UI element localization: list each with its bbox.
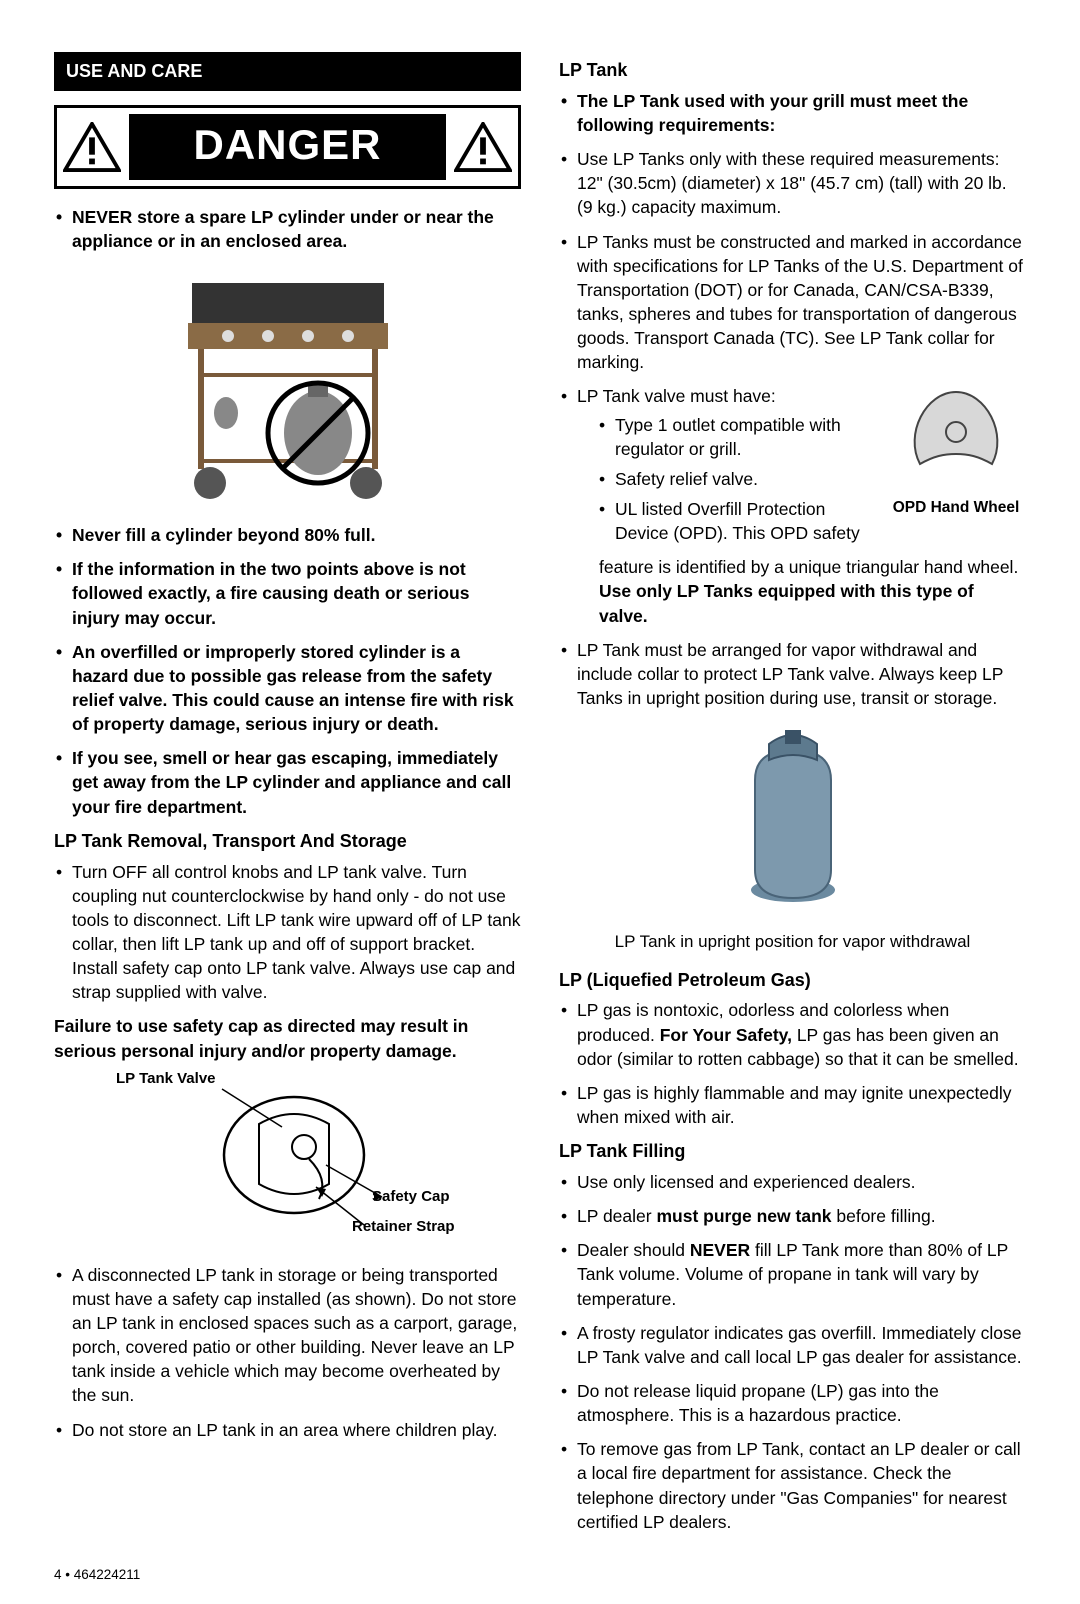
req-bullet: LP Tanks must be constructed and marked … bbox=[559, 230, 1026, 375]
strap-label: Retainer Strap bbox=[352, 1217, 455, 1238]
danger-bullet: Never fill a cylinder beyond 80% full. bbox=[54, 523, 521, 547]
right-column: LP Tank The LP Tank used with your grill… bbox=[559, 52, 1026, 1544]
left-column: USE AND CARE DANGER NEVER store a spare … bbox=[54, 52, 521, 1544]
valve-sub: UL listed Overfill Protection Device (OP… bbox=[599, 497, 872, 545]
danger-label: DANGER bbox=[129, 114, 446, 180]
danger-bullet: If you see, smell or hear gas escaping, … bbox=[54, 746, 521, 818]
danger-banner: DANGER bbox=[54, 105, 521, 189]
fill-bullet: Do not release liquid propane (LP) gas i… bbox=[559, 1379, 1026, 1427]
cap-label: Safety Cap bbox=[372, 1187, 450, 1208]
section-title: USE AND CARE bbox=[54, 52, 521, 91]
valve-intro: LP Tank valve must have: Type 1 outlet c… bbox=[559, 384, 1026, 627]
valve-sub: Type 1 outlet compatible with regulator … bbox=[599, 413, 872, 461]
valve-intro-text: LP Tank valve must have: bbox=[577, 386, 776, 406]
lpg-bullet: LP gas is nontoxic, odorless and colorle… bbox=[559, 998, 1026, 1070]
grill-no-tank-figure bbox=[54, 263, 521, 509]
page-footer: 4 • 464224211 bbox=[54, 1566, 1026, 1585]
fill-bullet: To remove gas from LP Tank, contact an L… bbox=[559, 1437, 1026, 1534]
valve-label: LP Tank Valve bbox=[116, 1069, 216, 1090]
storage-bullet: A disconnected LP tank in storage or bei… bbox=[54, 1263, 521, 1408]
opd-handwheel-figure: OPD Hand Wheel bbox=[886, 384, 1026, 518]
lpg-bullet: LP gas is highly flammable and may ignit… bbox=[559, 1081, 1026, 1129]
valve-sub: Safety relief valve. bbox=[599, 467, 872, 491]
storage-bullet: Do not store an LP tank in an area where… bbox=[54, 1418, 521, 1442]
opd-caption: OPD Hand Wheel bbox=[886, 497, 1026, 518]
removal-bullet: Turn OFF all control knobs and LP tank v… bbox=[54, 860, 521, 1005]
lpg-heading: LP (Liquefied Petroleum Gas) bbox=[559, 968, 1026, 993]
req-bullet: Use LP Tanks only with these required me… bbox=[559, 147, 1026, 219]
opd-tail: feature is identified by a unique triang… bbox=[577, 555, 1026, 627]
danger-bullet: An overfilled or improperly stored cylin… bbox=[54, 640, 521, 737]
req-intro: The LP Tank used with your grill must me… bbox=[559, 89, 1026, 137]
fill-bullet: Use only licensed and experienced dealer… bbox=[559, 1170, 1026, 1194]
fill-bullet: A frosty regulator indicates gas overfil… bbox=[559, 1321, 1026, 1369]
removal-heading: LP Tank Removal, Transport And Storage bbox=[54, 829, 521, 854]
warning-triangle-icon bbox=[454, 122, 512, 172]
tank-caption: LP Tank in upright position for vapor wi… bbox=[559, 930, 1026, 953]
vapor-bullet: LP Tank must be arranged for vapor withd… bbox=[559, 638, 1026, 710]
failure-warning: Failure to use safety cap as directed ma… bbox=[54, 1014, 521, 1062]
danger-bullet: If the information in the two points abo… bbox=[54, 557, 521, 629]
warning-triangle-icon bbox=[63, 122, 121, 172]
fill-bullet: LP dealer must purge new tank before fil… bbox=[559, 1204, 1026, 1228]
lp-tank-upright-figure bbox=[559, 720, 1026, 916]
danger-bullet: NEVER store a spare LP cylinder under or… bbox=[54, 205, 521, 253]
fill-heading: LP Tank Filling bbox=[559, 1139, 1026, 1164]
lp-tank-heading: LP Tank bbox=[559, 58, 1026, 83]
fill-bullet: Dealer should NEVER fill LP Tank more th… bbox=[559, 1238, 1026, 1310]
valve-figure: LP Tank Valve Safety Cap Retainer Strap bbox=[94, 1069, 521, 1249]
